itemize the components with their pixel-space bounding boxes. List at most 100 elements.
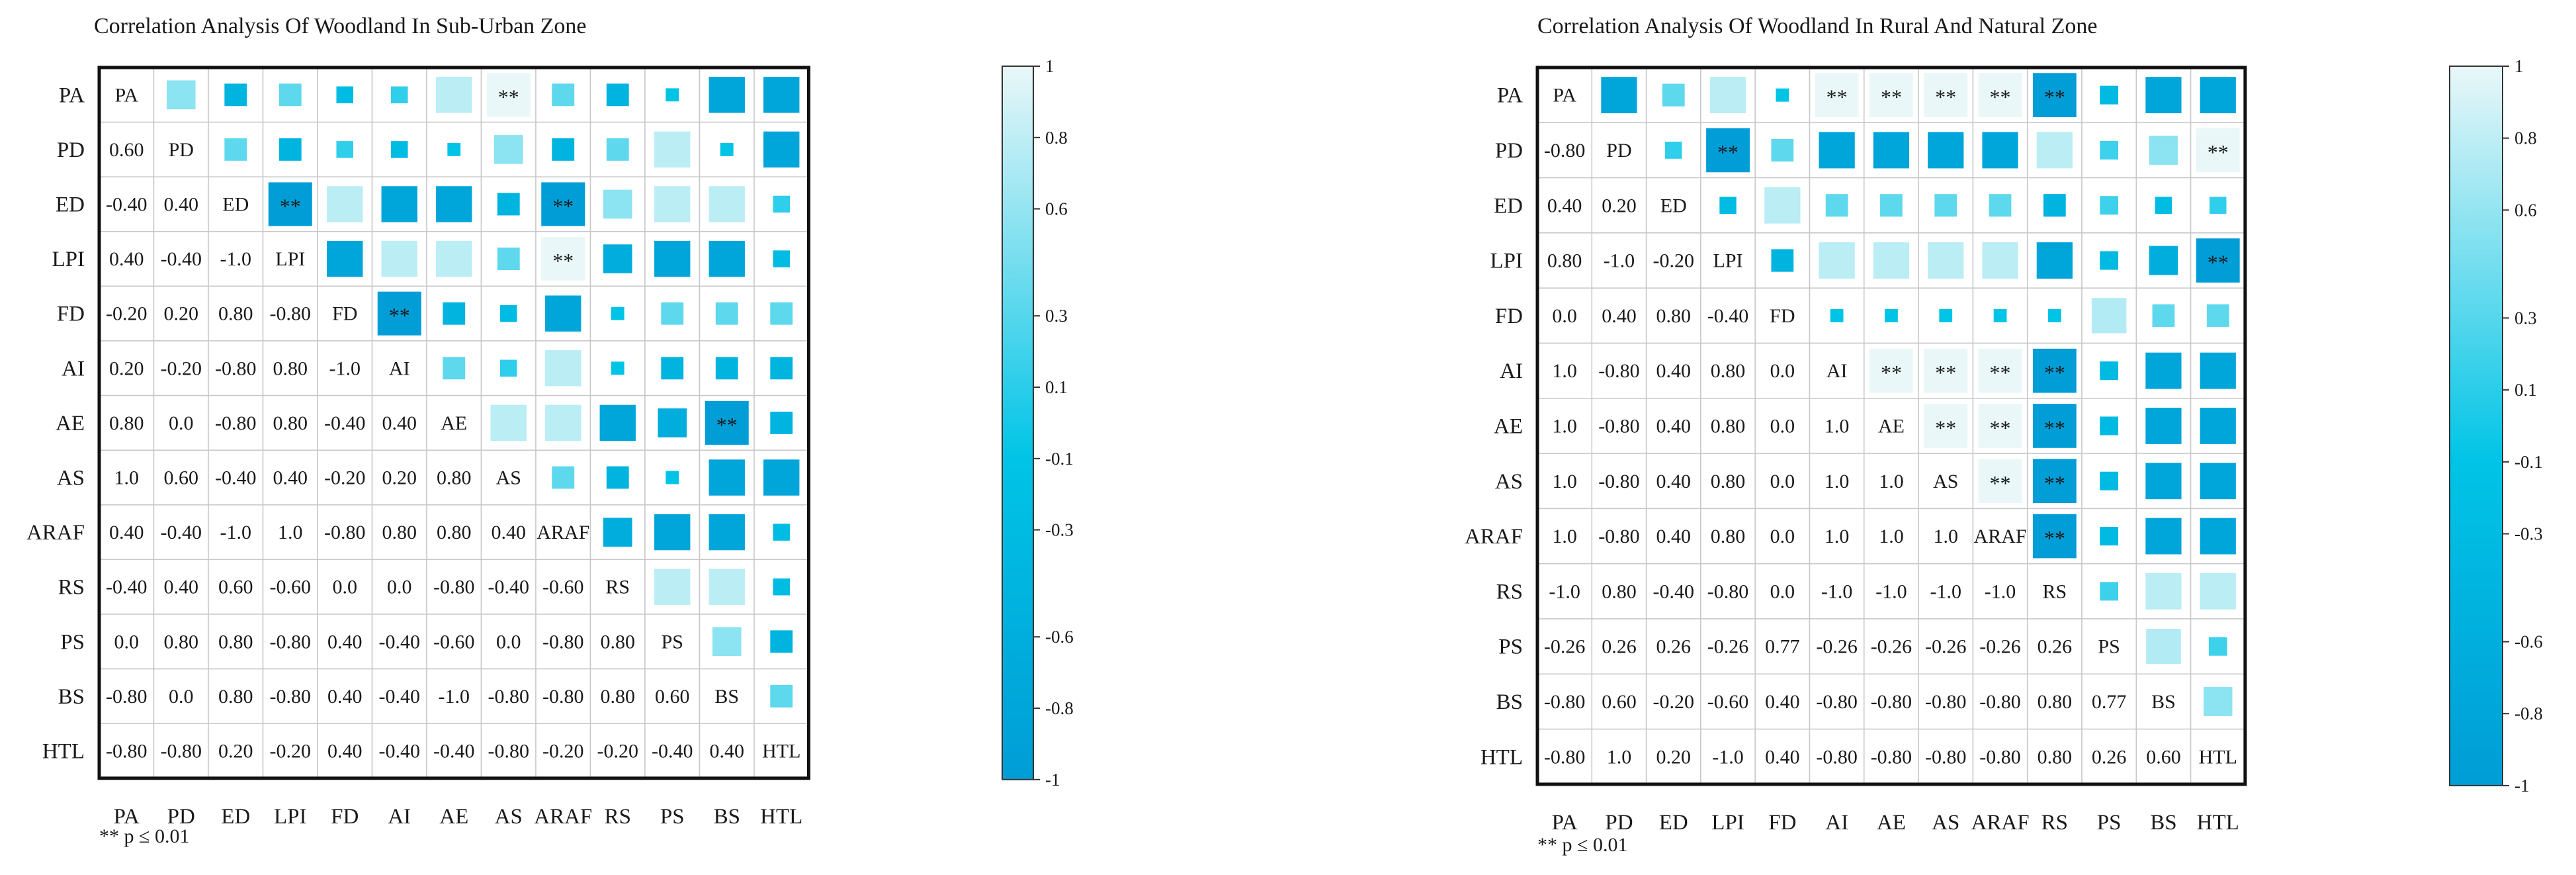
grid-cell [1972,673,2028,730]
correlation-value: 0.40 [1765,746,1800,768]
grid-cell [1864,728,1919,785]
significance-marker: ** [1990,361,2011,385]
grid-cell [317,504,373,561]
row-label: ED [1494,194,1523,218]
correlation-value: 0.60 [2146,746,2181,768]
correlation-value: 0.60 [164,467,199,489]
grid-cell [317,559,373,615]
grid-cell [1864,563,1919,620]
correlation-value: -1.0 [1604,250,1635,272]
correlation-value: 0.0 [333,576,358,598]
grid-cell [1864,453,1919,510]
column-label: AS [495,805,523,829]
correlation-square [654,131,691,168]
correlation-value: 0.20 [218,741,253,762]
correlation-square [1978,348,2022,393]
correlation-value: -0.60 [542,576,584,598]
correlation-value: -0.80 [270,303,312,325]
correlation-square [2145,352,2182,389]
correlation-value: -1.0 [329,357,361,379]
column-label: AI [388,805,411,829]
grid-cell [1537,342,1593,399]
column-label: PA [1552,811,1578,835]
grid-cell [480,449,537,506]
correlation-value: 0.40 [1656,471,1692,492]
correlation-value: -0.80 [106,741,148,762]
correlation-square [279,83,302,107]
correlation-value: -0.20 [1653,691,1695,713]
correlation-square [327,240,363,277]
correlation-square [1819,132,1855,169]
correlation-square [1989,194,2012,217]
correlation-square [2196,238,2240,283]
correlation-square [705,400,749,445]
grid-cell [371,449,427,506]
grid-cell [208,504,264,561]
correlation-square [603,518,632,547]
diagonal-label: AI [389,357,410,379]
rural-panel: Correlation Analysis Of Woodland In Rura… [1288,0,2576,875]
correlation-value: -0.80 [324,522,366,543]
correlation-square [2200,408,2236,444]
diagonal-label: HTL [2199,746,2237,768]
column-label: RS [605,805,631,829]
correlation-square [603,189,632,219]
correlation-square [2145,463,2182,500]
grid-cell [1700,728,1756,785]
correlation-square [497,193,520,216]
correlation-square [763,131,800,168]
correlation-value: 0.80 [437,522,472,543]
correlation-square [599,404,636,441]
grid-cell [371,394,427,451]
correlation-square [763,459,800,496]
correlation-value: -0.80 [1871,691,1912,713]
grid-cell [426,394,482,451]
grid-cell [2190,453,2246,510]
grid-cell [371,559,427,615]
significance-marker: ** [716,413,738,437]
colorbar-tick-label: 0.3 [1045,306,1068,326]
significance-marker: ** [498,85,519,109]
colorbar-tick-label: -0.1 [2514,452,2543,472]
correlation-value: 0.80 [2038,691,2073,713]
correlation-value: -0.60 [270,576,312,598]
correlation-square [708,77,745,113]
correlation-value: 1.0 [1825,471,1850,492]
correlation-value: 0.20 [109,357,144,379]
correlation-square [708,186,745,222]
colorbar-tick-label: 1 [1045,56,1054,76]
correlation-square [2100,196,2119,215]
row-label: PS [1498,635,1523,659]
correlation-value: -1.0 [1712,746,1744,768]
correlation-value: -1.0 [1875,580,1907,602]
colorbar-tick-label: 0.1 [1045,377,1068,397]
correlation-square [773,250,791,267]
correlation-square [2036,132,2073,169]
grid-cell [1864,673,1919,730]
significance-marker: ** [552,249,574,273]
colorbar [2449,66,2503,786]
column-label: BS [714,805,740,829]
correlation-square [224,83,247,107]
correlation-square [1928,242,1964,279]
grid-cell [208,668,264,724]
correlation-square [770,630,793,653]
correlation-square [2032,73,2077,117]
grid-cell [208,176,264,232]
correlation-value: -0.80 [1598,471,1640,492]
colorbar [1002,66,1034,780]
row-label: HTL [1481,745,1523,769]
significance-footnote: ** p ≤ 0.01 [99,825,189,847]
correlation-square [2152,304,2175,327]
grid-cell [317,449,373,506]
grid-cell [208,559,264,615]
grid-cell [1591,728,1647,785]
colorbar-tick-label: -0.3 [1045,520,1074,540]
correlation-value: -0.40 [488,576,530,598]
correlation-value: -0.80 [215,412,257,434]
correlation-value: 0.40 [109,522,144,543]
correlation-value: -0.80 [1544,140,1586,161]
diagonal-label: HTL [762,741,800,762]
correlation-value: -0.80 [1544,691,1586,713]
correlation-square [2100,140,2119,160]
